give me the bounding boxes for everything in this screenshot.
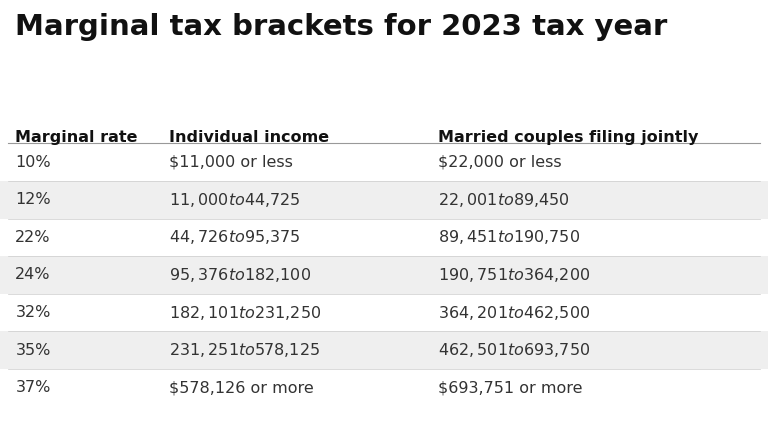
Bar — [0, 181, 768, 219]
Text: $89,451 to $190,750: $89,451 to $190,750 — [438, 229, 580, 246]
Text: $182,101 to $231,250: $182,101 to $231,250 — [169, 304, 321, 321]
Text: 22%: 22% — [15, 230, 51, 245]
Text: Married couples filing jointly: Married couples filing jointly — [438, 130, 698, 145]
Text: $95,376 to $182,100: $95,376 to $182,100 — [169, 266, 311, 284]
Text: $364,201 to $462,500: $364,201 to $462,500 — [438, 304, 590, 321]
Text: Marginal rate: Marginal rate — [15, 130, 138, 145]
Text: $22,000 or less: $22,000 or less — [438, 155, 561, 170]
Text: 35%: 35% — [15, 343, 51, 358]
Text: $11,000 or less: $11,000 or less — [169, 155, 293, 170]
Bar — [0, 331, 768, 369]
Text: 24%: 24% — [15, 267, 51, 283]
Bar — [0, 294, 768, 331]
Text: $22,001 to $89,450: $22,001 to $89,450 — [438, 191, 570, 209]
Text: $44,726 to $95,375: $44,726 to $95,375 — [169, 229, 301, 246]
Bar — [0, 143, 768, 181]
Text: 12%: 12% — [15, 192, 51, 207]
Text: 32%: 32% — [15, 305, 51, 320]
Text: $578,126 or more: $578,126 or more — [169, 380, 313, 395]
Text: $190,751 to $364,200: $190,751 to $364,200 — [438, 266, 590, 284]
Text: Individual income: Individual income — [169, 130, 329, 145]
Text: $693,751 or more: $693,751 or more — [438, 380, 582, 395]
Text: Marginal tax brackets for 2023 tax year: Marginal tax brackets for 2023 tax year — [15, 13, 667, 41]
Bar — [0, 369, 768, 407]
Text: 10%: 10% — [15, 155, 51, 170]
Text: $11,000 to $44,725: $11,000 to $44,725 — [169, 191, 301, 209]
Text: $462,501 to $693,750: $462,501 to $693,750 — [438, 341, 590, 359]
Bar — [0, 256, 768, 294]
Text: 37%: 37% — [15, 380, 51, 395]
Bar — [0, 219, 768, 256]
Text: $231,251 to $578,125: $231,251 to $578,125 — [169, 341, 320, 359]
